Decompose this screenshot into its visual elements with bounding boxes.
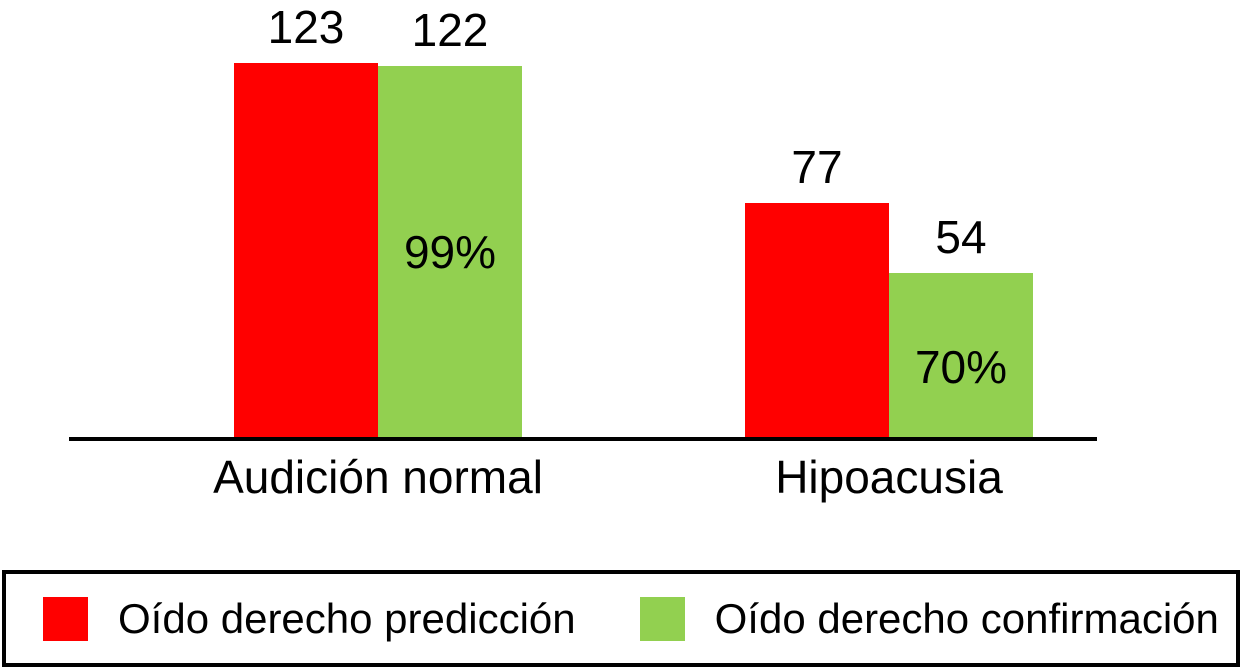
bar-column-prediccion-hipoacusia: 77 [745, 144, 889, 437]
bar-value-label: 123 [267, 1, 345, 53]
legend-label-confirmacion: Oído derecho confirmación [714, 594, 1219, 642]
bar-value-label: 77 [791, 141, 843, 193]
x-axis-line [69, 437, 1097, 441]
bar-prediccion-audicion-normal [234, 63, 378, 437]
bar-percent-label: 70% [914, 341, 1008, 393]
bar-value-label: 122 [411, 4, 489, 56]
legend-swatch-red-icon [43, 596, 88, 641]
category-label-audicion-normal: Audición normal [213, 451, 543, 503]
bar-confirmacion-hipoacusia: 70% [889, 273, 1033, 437]
bar-column-prediccion-audicion-normal: 123 [234, 4, 378, 437]
legend-item-confirmacion: Oído derecho confirmación [639, 594, 1219, 642]
bar-confirmacion-audicion-normal: 99% [378, 66, 522, 437]
bar-percent-label: 99% [403, 225, 497, 278]
chart-legend: Oído derecho predicción Oído derecho con… [2, 570, 1240, 667]
bar-column-confirmacion-hipoacusia: 54 70% [889, 214, 1033, 437]
category-label-hipoacusia: Hipoacusia [775, 451, 1003, 503]
legend-swatch-green-icon [639, 596, 685, 641]
bar-column-confirmacion-audicion-normal: 122 99% [378, 7, 522, 437]
bar-prediccion-hipoacusia [745, 203, 889, 437]
bar-value-label: 54 [935, 211, 987, 263]
legend-label-prediccion: Oído derecho predicción [118, 594, 576, 642]
legend-item-prediccion: Oído derecho predicción [43, 594, 576, 642]
